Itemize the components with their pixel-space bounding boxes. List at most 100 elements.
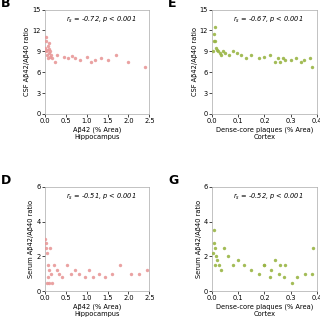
Point [267, 52, 272, 57]
Point [49, 271, 54, 276]
Point [308, 56, 313, 61]
Point [211, 49, 216, 54]
Point [97, 271, 102, 276]
Point [241, 263, 246, 268]
Point [275, 56, 280, 61]
Point [293, 56, 299, 61]
Point [215, 49, 220, 54]
Point [43, 38, 48, 44]
Point [84, 54, 89, 60]
Text: $r_s$ = -0.51, p < 0.001: $r_s$ = -0.51, p < 0.001 [66, 192, 137, 202]
Text: G: G [168, 174, 179, 188]
Point [43, 45, 48, 51]
Point [262, 263, 267, 268]
Point [99, 56, 104, 61]
Point [126, 59, 131, 64]
Point [45, 47, 50, 52]
Point [221, 245, 227, 250]
Point [44, 35, 49, 40]
Point [47, 245, 52, 250]
Point [278, 59, 283, 64]
Point [295, 275, 300, 280]
Point [103, 275, 108, 280]
Point [44, 49, 49, 54]
Point [46, 40, 52, 45]
Point [61, 54, 66, 60]
Point [310, 245, 316, 250]
Text: D: D [1, 174, 11, 188]
Point [117, 263, 123, 268]
Point [48, 54, 53, 60]
Y-axis label: Serum Aβ42/Aβ40 ratio: Serum Aβ42/Aβ40 ratio [28, 200, 34, 278]
Point [257, 271, 262, 276]
Point [262, 263, 267, 268]
Point [88, 59, 93, 64]
Point [46, 47, 51, 52]
Point [223, 50, 228, 55]
Point [50, 280, 55, 285]
X-axis label: Aβ42 (% Area)
Hippocampus: Aβ42 (% Area) Hippocampus [73, 303, 121, 317]
Point [283, 263, 288, 268]
Point [299, 59, 304, 64]
Y-axis label: Serum Aβ42/Aβ40 ratio: Serum Aβ42/Aβ40 ratio [196, 200, 202, 278]
Point [235, 50, 240, 55]
Point [47, 50, 52, 55]
Point [136, 271, 141, 276]
Point [283, 57, 288, 62]
Point [212, 24, 217, 29]
Point [276, 271, 281, 276]
Point [212, 245, 217, 250]
Point [272, 59, 277, 64]
X-axis label: Dense-core plaques (% Area)
Cortex: Dense-core plaques (% Area) Cortex [216, 126, 313, 140]
Point [268, 268, 274, 273]
Text: $r_s$ = -0.67, p < 0.001: $r_s$ = -0.67, p < 0.001 [234, 15, 304, 25]
X-axis label: Aβ42 (% Area)
Hippocampus: Aβ42 (% Area) Hippocampus [73, 126, 121, 140]
Point [82, 275, 87, 280]
Point [47, 49, 52, 54]
Point [282, 275, 287, 280]
Point [44, 280, 50, 285]
Point [143, 64, 148, 69]
Point [289, 280, 294, 285]
Point [72, 268, 77, 273]
Point [46, 280, 52, 285]
Point [220, 49, 225, 54]
Point [301, 57, 306, 62]
Point [60, 275, 65, 280]
Point [50, 56, 55, 61]
Point [90, 275, 95, 280]
Point [238, 52, 244, 57]
Point [213, 254, 219, 259]
Point [145, 268, 150, 273]
Point [267, 275, 272, 280]
Text: $r_s$ = -0.72, p < 0.001: $r_s$ = -0.72, p < 0.001 [66, 15, 137, 25]
Point [211, 38, 216, 44]
Point [44, 52, 50, 57]
Point [45, 250, 50, 255]
Point [219, 268, 224, 273]
Point [46, 268, 51, 273]
Point [257, 56, 262, 61]
Point [105, 57, 110, 62]
Point [213, 263, 218, 268]
Point [45, 43, 51, 48]
Point [219, 52, 224, 57]
Point [68, 271, 73, 276]
Point [43, 240, 48, 245]
Point [55, 52, 60, 57]
Y-axis label: CSF Aβ42/Aβ40 ratio: CSF Aβ42/Aβ40 ratio [192, 27, 197, 96]
Point [86, 268, 91, 273]
Point [128, 271, 133, 276]
Y-axis label: CSF Aβ42/Aβ40 ratio: CSF Aβ42/Aβ40 ratio [24, 27, 30, 96]
Point [217, 50, 222, 55]
Point [211, 250, 216, 255]
Point [216, 263, 221, 268]
Point [288, 57, 293, 62]
Point [214, 47, 220, 52]
Point [52, 263, 57, 268]
Point [109, 271, 114, 276]
Point [45, 263, 50, 268]
Point [53, 59, 58, 64]
Point [278, 263, 283, 268]
Point [244, 56, 249, 61]
